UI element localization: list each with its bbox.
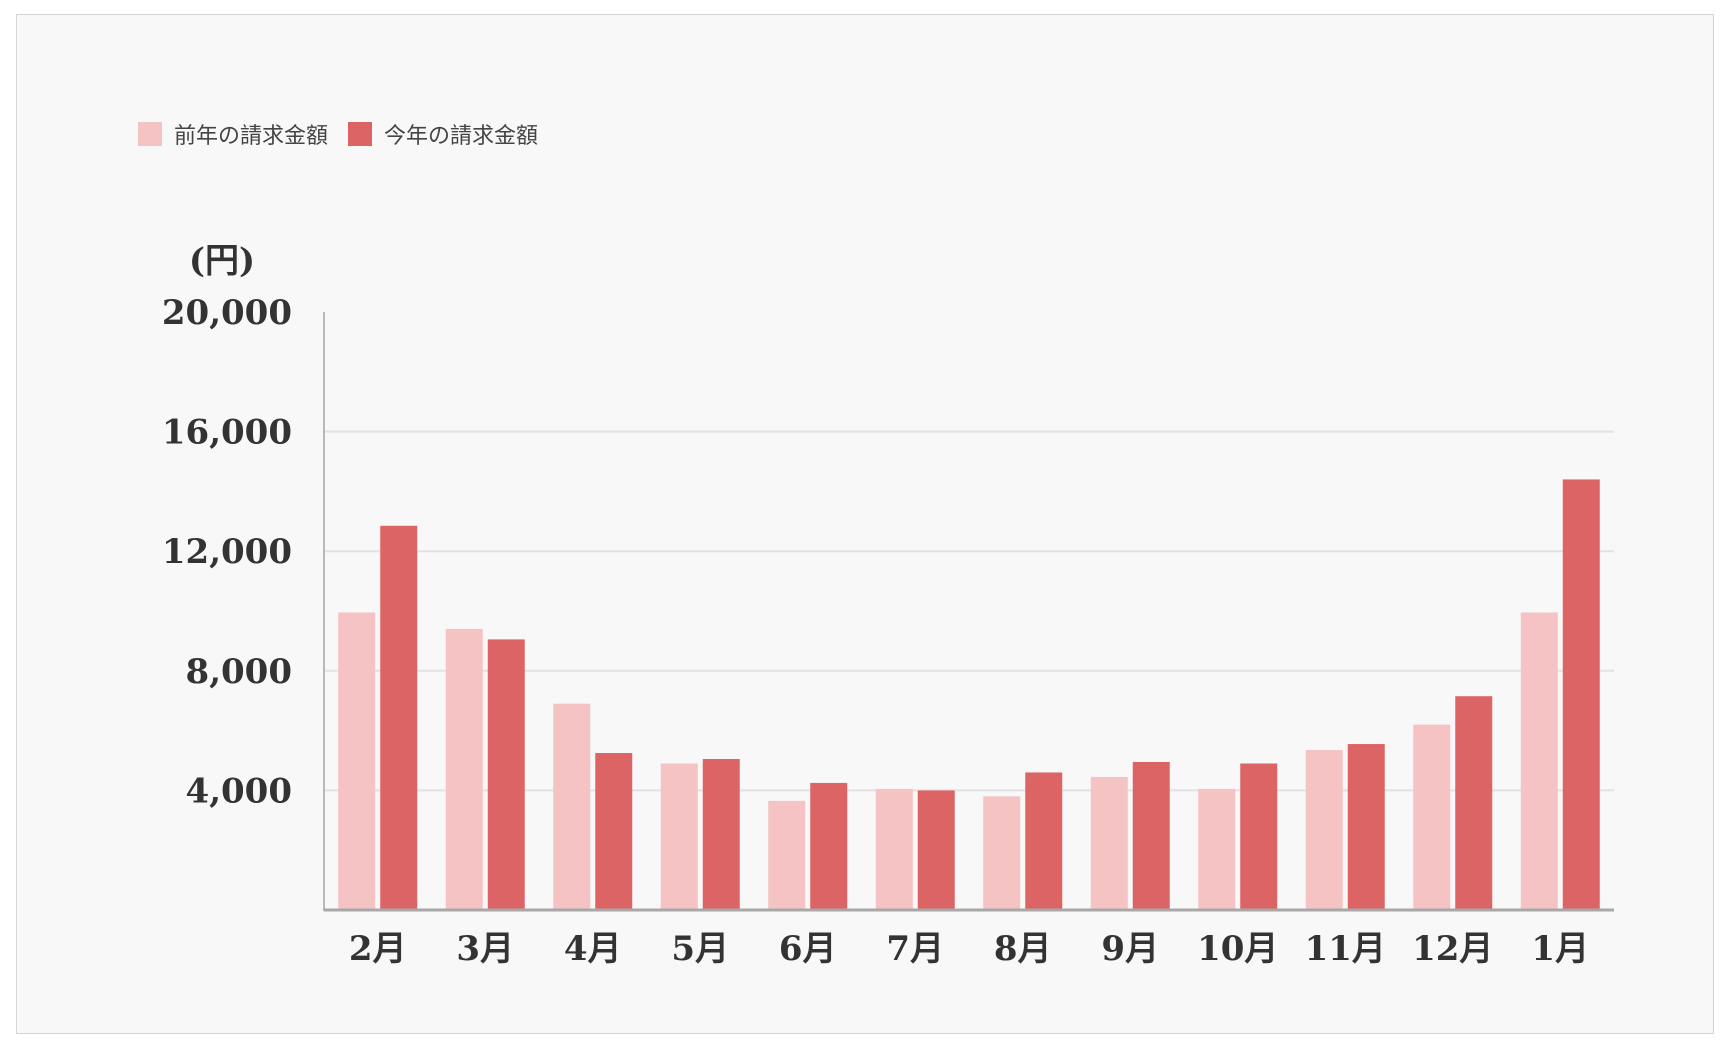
y-tick-label: 20,000 bbox=[162, 293, 292, 333]
bar-current-year bbox=[810, 782, 848, 910]
legend-swatch-current-year bbox=[348, 122, 373, 146]
bar-previous-year bbox=[1413, 724, 1451, 910]
axes bbox=[323, 312, 1614, 912]
legend-item-previous-year: 前年の請求金額 bbox=[138, 118, 328, 150]
bar-current-year bbox=[1347, 744, 1385, 910]
bar-current-year bbox=[1562, 479, 1600, 910]
bar-previous-year bbox=[1090, 776, 1128, 910]
bar-current-year bbox=[702, 759, 740, 910]
bar-current-year bbox=[1132, 761, 1170, 910]
bar-previous-year bbox=[768, 800, 806, 910]
x-tick-label: 12月 bbox=[1412, 929, 1493, 969]
x-tick-label: 2月 bbox=[349, 929, 407, 969]
y-tick-label: 4,000 bbox=[186, 771, 292, 811]
legend-label-previous-year: 前年の請求金額 bbox=[174, 124, 329, 149]
bar-current-year bbox=[595, 753, 633, 910]
bar-current-year bbox=[487, 639, 525, 910]
x-tick-label: 7月 bbox=[886, 929, 944, 969]
y-tick-label: 16,000 bbox=[162, 413, 292, 453]
y-axis-unit-label: (円) bbox=[189, 241, 255, 281]
x-tick-label: 10月 bbox=[1197, 929, 1278, 969]
x-tick-label: 4月 bbox=[564, 929, 622, 969]
bar-previous-year bbox=[1198, 788, 1236, 910]
gridlines bbox=[324, 430, 1614, 792]
y-tick-labels: 4,000 8,000 12,000 16,000 20,000 bbox=[162, 293, 292, 811]
x-tick-label: 3月 bbox=[456, 929, 514, 969]
bar-previous-year bbox=[983, 796, 1021, 910]
bar-current-year bbox=[917, 790, 955, 910]
y-tick-label: 12,000 bbox=[162, 532, 292, 572]
chart-legend: 前年の請求金額 今年の請求金額 bbox=[138, 118, 558, 150]
bar-previous-year bbox=[338, 612, 376, 910]
bar-previous-year bbox=[1305, 750, 1343, 910]
bar-current-year bbox=[1240, 763, 1278, 910]
y-tick-label: 8,000 bbox=[186, 652, 292, 692]
legend-label-current-year: 今年の請求金額 bbox=[384, 124, 539, 149]
bar-current-year bbox=[1025, 772, 1063, 910]
legend-item-current-year: 今年の請求金額 bbox=[348, 118, 538, 150]
bar-previous-year bbox=[875, 788, 913, 910]
bar-previous-year bbox=[553, 703, 591, 910]
bar-current-year bbox=[1455, 696, 1493, 910]
x-tick-label: 8月 bbox=[994, 929, 1052, 969]
x-tick-label: 11月 bbox=[1305, 929, 1386, 969]
x-tick-label: 9月 bbox=[1101, 929, 1159, 969]
bar-previous-year bbox=[445, 628, 483, 910]
x-tick-label: 6月 bbox=[779, 929, 837, 969]
x-tick-labels: 2月 3月 4月 5月 6月 7月 8月 9月 10月 11月 12月 1月 bbox=[349, 929, 1589, 969]
bar-current-year bbox=[380, 525, 418, 910]
bar-previous-year bbox=[1520, 612, 1558, 910]
x-tick-label: 5月 bbox=[671, 929, 729, 969]
bar-previous-year bbox=[660, 763, 698, 910]
bars bbox=[338, 479, 1600, 910]
legend-swatch-previous-year bbox=[138, 122, 162, 146]
x-tick-label: 1月 bbox=[1531, 929, 1589, 969]
